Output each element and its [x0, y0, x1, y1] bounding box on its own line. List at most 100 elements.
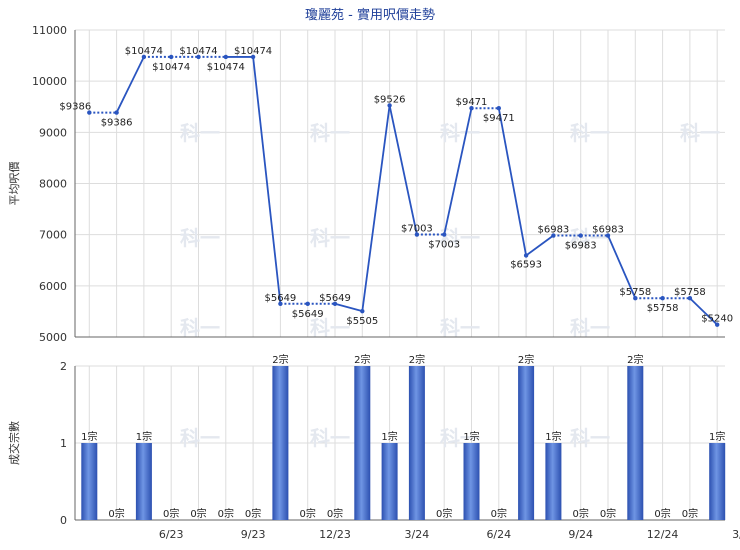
- bar-data-label: 0宗: [108, 507, 124, 520]
- watermark: 科一: [680, 121, 720, 145]
- bar-data-label: 0宗: [218, 507, 234, 520]
- line-segment: [443, 108, 473, 235]
- x-tick-label: 9/24: [568, 528, 593, 541]
- data-point: [278, 301, 283, 306]
- line-data-label: $6983: [592, 225, 624, 236]
- data-point: [141, 54, 147, 60]
- watermark: 科一: [180, 426, 220, 450]
- line-data-label: $10474: [207, 62, 245, 73]
- line-segment: [525, 234, 554, 257]
- watermark: 科一: [310, 316, 350, 340]
- bar: [518, 366, 535, 520]
- x-tick-label: 12/23: [319, 528, 351, 541]
- line-data-label: $5649: [264, 293, 296, 304]
- line-segment: [689, 297, 718, 326]
- line-data-label: $5758: [647, 303, 679, 314]
- watermark: 科一: [180, 226, 220, 250]
- line-data-label: $5649: [292, 309, 324, 320]
- bar: [381, 443, 398, 520]
- line-segment: [607, 235, 637, 299]
- data-point: [496, 106, 501, 111]
- x-tick-label: 6/23: [159, 528, 184, 541]
- data-point: [578, 233, 583, 238]
- line-segment: [388, 105, 418, 235]
- data-point: [250, 54, 256, 60]
- bar: [545, 443, 562, 520]
- bar-data-label: 0宗: [300, 507, 316, 520]
- watermark: 科一: [570, 316, 610, 340]
- line-data-label: $5758: [619, 287, 651, 298]
- bar: [354, 366, 371, 520]
- data-point: [442, 232, 447, 237]
- data-point: [387, 103, 392, 108]
- line-data-label: $6983: [565, 241, 597, 252]
- data-point: [332, 301, 338, 306]
- data-point: [223, 54, 228, 60]
- y-tick-label: 9000: [39, 126, 67, 139]
- line-data-label: $5505: [346, 316, 378, 327]
- data-point: [687, 296, 693, 301]
- bar-data-label: 1宗: [545, 430, 561, 443]
- y-tick-label: 7000: [39, 229, 67, 242]
- watermark: 科一: [310, 121, 350, 145]
- y-tick-label: 6000: [39, 280, 67, 293]
- line-data-label: $10474: [234, 46, 272, 57]
- line-segment: [115, 56, 145, 113]
- y-axis-label: 成交宗數: [7, 421, 21, 465]
- line-data-label: $6983: [537, 225, 569, 236]
- watermark: 科一: [570, 426, 610, 450]
- bar-data-label: 2宗: [518, 353, 534, 366]
- watermark: 科一: [440, 226, 480, 250]
- watermark: 科一: [570, 226, 610, 250]
- data-point: [87, 110, 92, 115]
- x-tick-label: 3/25: [732, 528, 740, 541]
- bar-data-label: 1宗: [463, 430, 479, 443]
- y-tick-label: 10000: [32, 75, 67, 88]
- line-data-label: $9526: [374, 94, 406, 105]
- y-tick-label: 11000: [32, 24, 67, 37]
- watermark: 科一: [310, 426, 350, 450]
- data-point: [305, 301, 310, 306]
- line-segment: [497, 108, 527, 256]
- line-segment: [334, 302, 363, 313]
- x-tick-label: 12/24: [647, 528, 679, 541]
- data-point: [660, 296, 665, 301]
- watermark: 科一: [440, 121, 480, 145]
- line-data-label: $10474: [179, 46, 217, 57]
- bar-data-label: 0宗: [600, 507, 616, 520]
- bar: [135, 443, 152, 520]
- watermark: 科一: [440, 316, 480, 340]
- data-point: [633, 296, 638, 301]
- y-tick-label: 8000: [39, 178, 67, 191]
- bar-data-label: 1宗: [381, 430, 397, 443]
- y-axis-label: 平均呎價: [7, 162, 21, 206]
- data-point: [605, 233, 611, 238]
- bar-data-label: 2宗: [272, 353, 288, 366]
- bar-data-label: 0宗: [327, 507, 343, 520]
- data-point: [196, 54, 201, 60]
- line-data-label: $7003: [428, 240, 460, 251]
- data-point: [169, 54, 174, 60]
- line-data-label: $7003: [401, 224, 433, 235]
- line-data-label: $6593: [510, 259, 542, 270]
- data-point: [469, 106, 474, 111]
- bar-data-label: 2宗: [409, 353, 425, 366]
- x-tick-label: 9/23: [241, 528, 266, 541]
- watermark: 科一: [180, 316, 220, 340]
- line-segment: [361, 105, 391, 312]
- bar: [627, 366, 644, 520]
- data-point: [551, 233, 556, 238]
- line-data-label: $9386: [101, 118, 133, 129]
- bar: [81, 443, 98, 520]
- watermark: 科一: [310, 226, 350, 250]
- y-tick-label: 2: [60, 360, 67, 373]
- x-tick-label: 6/24: [486, 528, 511, 541]
- bar-data-label: 0宗: [163, 507, 179, 520]
- line-data-label: $5240: [701, 314, 733, 325]
- y-tick-label: 5000: [39, 331, 67, 344]
- bar-data-label: 2宗: [627, 353, 643, 366]
- line-data-label: $9386: [59, 102, 91, 113]
- chart-title: 瓊麗苑 - 實用呎價走勢: [305, 8, 435, 23]
- bar-data-label: 0宗: [573, 507, 589, 520]
